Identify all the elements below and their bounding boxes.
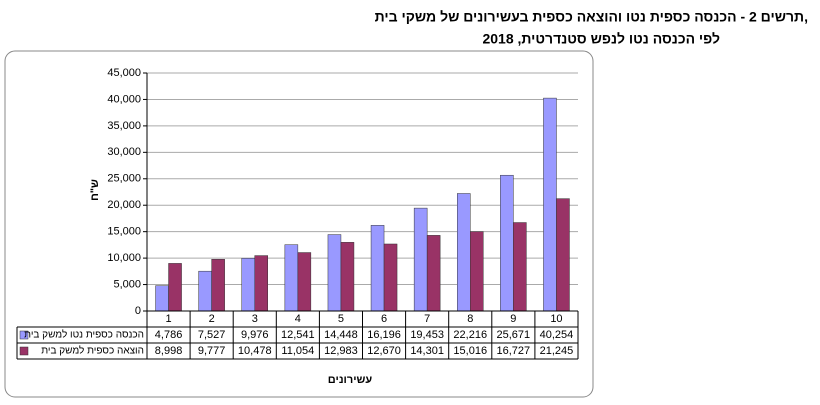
table-cell: 9,976 bbox=[241, 329, 269, 341]
table-cell: 21,245 bbox=[540, 345, 574, 357]
bar bbox=[155, 285, 169, 312]
bar bbox=[340, 242, 355, 312]
table-cell: 14,301 bbox=[410, 345, 444, 357]
x-tick-label: 9 bbox=[510, 313, 516, 325]
x-tick-label: 2 bbox=[209, 313, 215, 325]
bar bbox=[426, 235, 441, 312]
table-cell: 9,777 bbox=[198, 345, 226, 357]
x-tick-label: 6 bbox=[381, 313, 387, 325]
x-tick-label: 4 bbox=[295, 313, 301, 325]
y-tick-label: 10,000 bbox=[107, 252, 141, 264]
x-tick-label: 8 bbox=[467, 313, 473, 325]
y-tick-label: 0 bbox=[135, 305, 141, 317]
x-tick-label: 3 bbox=[252, 313, 258, 325]
legend-swatch bbox=[19, 346, 29, 356]
y-axis-label: ש"ח bbox=[89, 179, 101, 201]
x-axis-label: עשירונים bbox=[328, 374, 373, 386]
y-tick-label: 25,000 bbox=[107, 173, 141, 185]
bar bbox=[254, 255, 268, 312]
table-cell: 16,727 bbox=[497, 345, 531, 357]
bar bbox=[413, 207, 428, 312]
x-tick-label: 5 bbox=[338, 313, 344, 325]
table-cell: 12,541 bbox=[281, 329, 315, 341]
table-cell: 7,527 bbox=[198, 329, 226, 341]
bar bbox=[513, 222, 527, 312]
bar bbox=[211, 259, 225, 312]
y-tick-label: 35,000 bbox=[107, 120, 141, 132]
table-cell: 15,016 bbox=[453, 345, 487, 357]
chart-subtitle: לפי הכנסה נטו לנפש סטנדרטית, 2018 bbox=[482, 31, 720, 47]
bar bbox=[198, 270, 212, 312]
bar bbox=[543, 97, 557, 312]
table-cell: 12,983 bbox=[324, 345, 358, 357]
bar bbox=[470, 231, 484, 312]
legend-label: הכנסה כספית נטו למשק בית bbox=[24, 329, 144, 341]
x-tick-label: 10 bbox=[550, 313, 562, 325]
y-tick-label: 5,000 bbox=[113, 278, 141, 290]
table-cell: 16,196 bbox=[367, 329, 401, 341]
bar bbox=[457, 193, 471, 312]
chart-title: תרשים 2 - הכנסה כספית נטו והוצאה כספית ב… bbox=[375, 9, 808, 25]
y-tick-label: 40,000 bbox=[107, 93, 141, 105]
table-cell: 4,786 bbox=[155, 329, 183, 341]
y-tick-label: 15,000 bbox=[107, 226, 141, 238]
bar bbox=[556, 198, 570, 312]
table-cell: 25,671 bbox=[497, 329, 531, 341]
table-cell: 19,453 bbox=[410, 329, 444, 341]
bar bbox=[370, 225, 385, 312]
table-cell: 14,448 bbox=[324, 329, 358, 341]
y-tick-label: 20,000 bbox=[107, 199, 141, 211]
bar bbox=[297, 252, 312, 312]
table-cell: 11,054 bbox=[281, 345, 314, 357]
bar bbox=[284, 244, 299, 312]
bar bbox=[168, 263, 182, 312]
bar bbox=[500, 174, 514, 312]
table-cell: 8,998 bbox=[155, 345, 183, 357]
table-cell: 22,216 bbox=[453, 329, 487, 341]
y-tick-label: 45,000 bbox=[107, 67, 141, 79]
table-cell: 10,478 bbox=[238, 345, 272, 357]
table-cell: 12,670 bbox=[367, 345, 401, 357]
x-tick-label: 7 bbox=[424, 313, 430, 325]
table-cell: 40,254 bbox=[540, 329, 574, 341]
legend-swatch bbox=[19, 330, 29, 340]
x-tick-label: 1 bbox=[165, 313, 171, 325]
bar bbox=[383, 243, 398, 312]
bar bbox=[327, 234, 342, 312]
y-tick-label: 30,000 bbox=[107, 146, 141, 158]
legend-label: הוצאה כספית למשק בית bbox=[41, 345, 144, 357]
bar bbox=[241, 257, 255, 312]
